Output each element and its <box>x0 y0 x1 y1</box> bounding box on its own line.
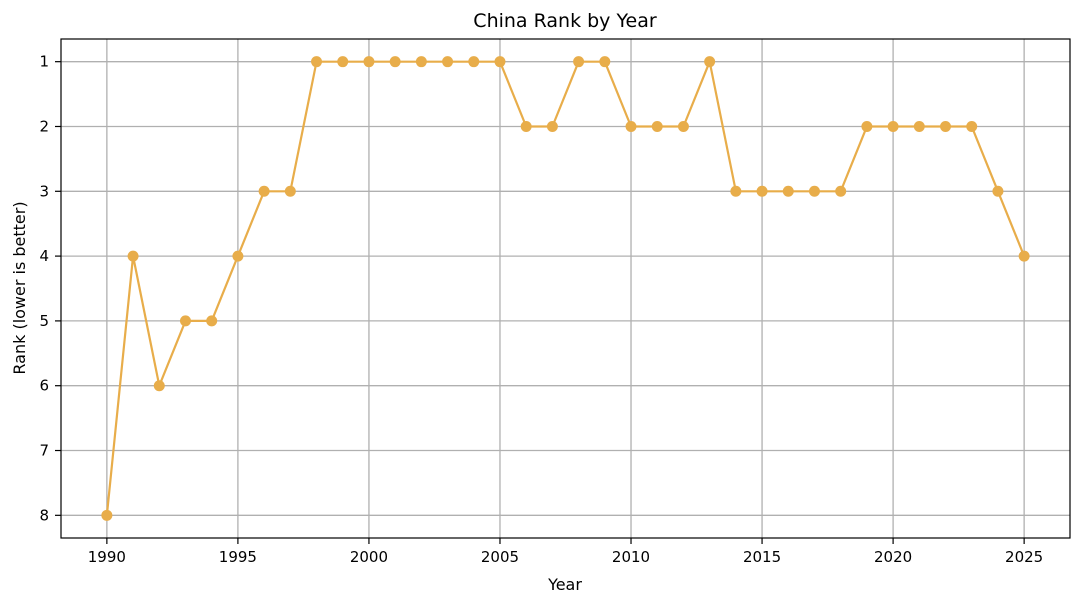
data-point <box>1018 250 1030 262</box>
y-axis-ticks: 1 2 3 4 5 6 7 8 <box>39 53 61 524</box>
data-point <box>442 56 454 68</box>
data-point <box>520 120 532 132</box>
x-tick-label: 2000 <box>350 548 388 566</box>
grid <box>61 39 1070 538</box>
data-point <box>782 185 794 197</box>
data-point <box>704 56 716 68</box>
y-tick-label: 6 <box>39 377 49 395</box>
data-point <box>232 250 244 262</box>
y-tick-label: 3 <box>39 182 49 200</box>
data-point <box>966 120 978 132</box>
data-point <box>808 185 820 197</box>
chart-title: China Rank by Year <box>473 10 657 32</box>
y-tick-label: 5 <box>39 312 49 330</box>
data-point <box>756 185 768 197</box>
y-tick-label: 8 <box>39 506 49 524</box>
data-point <box>258 185 270 197</box>
y-tick-label: 2 <box>39 117 49 135</box>
y-tick-label: 1 <box>39 53 49 71</box>
data-point <box>677 120 689 132</box>
y-axis-label: Rank (lower is better) <box>10 201 29 374</box>
data-point <box>625 120 637 132</box>
data-point <box>992 185 1004 197</box>
data-point <box>494 56 506 68</box>
x-tick-label: 2025 <box>1005 548 1043 566</box>
x-tick-label: 1995 <box>219 548 257 566</box>
data-point <box>284 185 296 197</box>
data-point <box>415 56 427 68</box>
x-tick-label: 2020 <box>874 548 912 566</box>
data-point <box>363 56 375 68</box>
x-tick-label: 2005 <box>481 548 519 566</box>
plot-frame <box>60 38 1071 539</box>
data-point <box>887 120 899 132</box>
data-point <box>179 315 191 327</box>
data-point <box>730 185 742 197</box>
data-point <box>127 250 139 262</box>
x-tick-label: 2010 <box>612 548 650 566</box>
data-point <box>861 120 873 132</box>
data-point <box>599 56 611 68</box>
x-tick-label: 2015 <box>743 548 781 566</box>
x-axis-label: Year <box>547 575 582 592</box>
y-tick-label: 4 <box>39 247 49 265</box>
data-point <box>153 380 165 392</box>
data-point <box>913 120 925 132</box>
data-point <box>940 120 952 132</box>
data-point <box>206 315 218 327</box>
data-point <box>389 56 401 68</box>
series-line <box>105 60 1026 516</box>
y-tick-label: 7 <box>39 442 49 460</box>
data-point <box>101 509 113 521</box>
x-tick-label: 1990 <box>88 548 126 566</box>
series <box>101 56 1030 521</box>
x-axis-ticks: 1990 1995 2000 2005 2010 2015 2020 2025 <box>88 538 1043 566</box>
data-point <box>546 120 558 132</box>
data-point <box>573 56 585 68</box>
data-point <box>835 185 847 197</box>
data-point <box>651 120 663 132</box>
data-point <box>337 56 349 68</box>
data-point <box>468 56 480 68</box>
data-point <box>311 56 323 68</box>
